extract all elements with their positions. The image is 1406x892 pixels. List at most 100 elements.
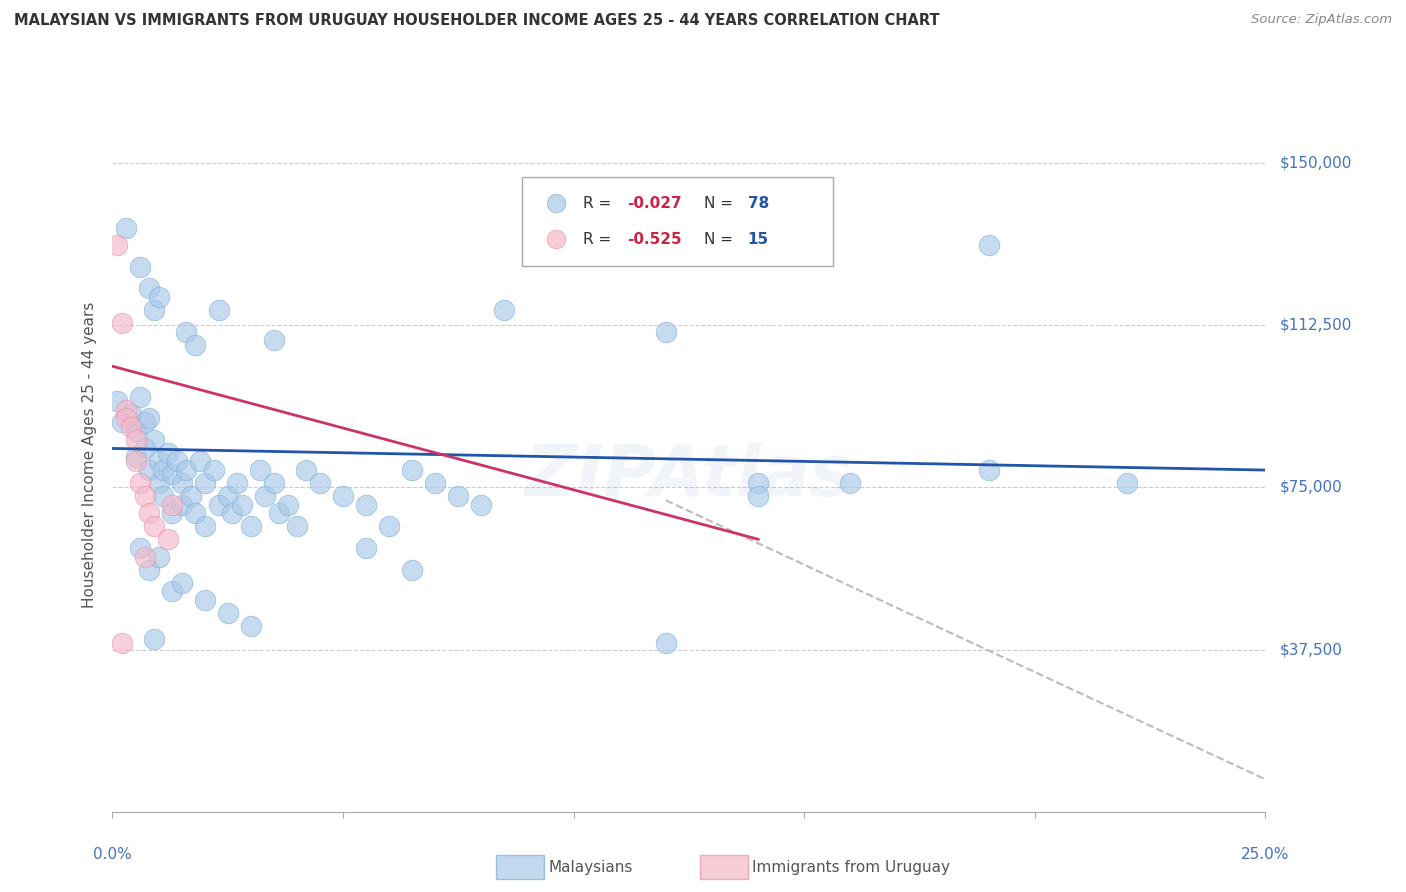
- Point: [309, 476, 332, 491]
- Point: [239, 619, 262, 633]
- Point: [217, 606, 239, 620]
- Point: [156, 533, 179, 547]
- Point: [188, 454, 211, 468]
- Point: [115, 411, 138, 425]
- Y-axis label: Householder Income Ages 25 - 44 years: Householder Income Ages 25 - 44 years: [82, 301, 97, 608]
- Point: [180, 489, 202, 503]
- Point: [124, 433, 146, 447]
- Point: [129, 541, 152, 555]
- Text: $150,000: $150,000: [1279, 155, 1351, 170]
- Point: [263, 334, 285, 348]
- Point: [129, 476, 152, 491]
- Point: [105, 238, 128, 252]
- Point: [354, 498, 377, 512]
- Point: [184, 506, 207, 520]
- Point: [120, 407, 142, 421]
- Point: [194, 476, 217, 491]
- Point: [148, 454, 170, 468]
- Point: [148, 290, 170, 304]
- Point: [285, 519, 308, 533]
- Point: [425, 476, 447, 491]
- FancyBboxPatch shape: [522, 177, 832, 266]
- Point: [184, 337, 207, 351]
- Point: [134, 489, 156, 503]
- Point: [332, 489, 354, 503]
- Point: [134, 442, 156, 456]
- Point: [747, 489, 769, 503]
- Point: [231, 498, 253, 512]
- Text: Immigrants from Uruguay: Immigrants from Uruguay: [752, 860, 950, 874]
- Text: Source: ZipAtlas.com: Source: ZipAtlas.com: [1251, 13, 1392, 27]
- Point: [162, 584, 184, 599]
- Point: [1116, 476, 1139, 491]
- Point: [226, 476, 249, 491]
- Point: [148, 549, 170, 564]
- Point: [166, 454, 188, 468]
- Text: R =: R =: [583, 232, 616, 247]
- Point: [111, 316, 134, 330]
- Point: [977, 238, 1000, 252]
- Point: [162, 506, 184, 520]
- Point: [174, 325, 197, 339]
- Text: ZIPAtlas: ZIPAtlas: [524, 442, 853, 511]
- Point: [202, 463, 225, 477]
- Point: [194, 519, 217, 533]
- Point: [138, 463, 160, 477]
- Point: [138, 281, 160, 295]
- Text: 78: 78: [748, 195, 769, 211]
- Point: [129, 390, 152, 404]
- Point: [977, 463, 1000, 477]
- Point: [162, 498, 184, 512]
- Point: [124, 450, 146, 464]
- Point: [143, 433, 166, 447]
- Point: [120, 419, 142, 434]
- Point: [111, 416, 134, 430]
- Point: [143, 519, 166, 533]
- Point: [170, 575, 193, 590]
- Point: [470, 498, 492, 512]
- Point: [170, 476, 193, 491]
- Text: 0.0%: 0.0%: [93, 847, 132, 863]
- Point: [162, 467, 184, 482]
- Point: [401, 562, 423, 576]
- Point: [105, 393, 128, 408]
- Point: [148, 476, 170, 491]
- Point: [207, 498, 229, 512]
- Point: [277, 498, 299, 512]
- Point: [447, 489, 470, 503]
- Point: [124, 424, 146, 438]
- Point: [295, 463, 318, 477]
- Point: [239, 519, 262, 533]
- Point: [129, 260, 152, 274]
- Text: N =: N =: [704, 195, 738, 211]
- Point: [138, 562, 160, 576]
- Text: -0.525: -0.525: [627, 232, 682, 247]
- Point: [655, 636, 678, 650]
- Point: [267, 506, 290, 520]
- Text: $75,000: $75,000: [1279, 480, 1343, 495]
- Text: $112,500: $112,500: [1279, 318, 1351, 333]
- Point: [401, 463, 423, 477]
- Point: [143, 632, 166, 646]
- Point: [134, 549, 156, 564]
- Point: [152, 463, 174, 477]
- Point: [152, 489, 174, 503]
- Point: [124, 454, 146, 468]
- Point: [194, 592, 217, 607]
- Point: [138, 411, 160, 425]
- Point: [115, 220, 138, 235]
- Text: $37,500: $37,500: [1279, 642, 1343, 657]
- Point: [839, 476, 862, 491]
- Point: [217, 489, 239, 503]
- Point: [378, 519, 401, 533]
- Text: -0.027: -0.027: [627, 195, 682, 211]
- Point: [249, 463, 271, 477]
- Point: [747, 476, 769, 491]
- Text: MALAYSIAN VS IMMIGRANTS FROM URUGUAY HOUSEHOLDER INCOME AGES 25 - 44 YEARS CORRE: MALAYSIAN VS IMMIGRANTS FROM URUGUAY HOU…: [14, 13, 939, 29]
- Point: [354, 541, 377, 555]
- Text: R =: R =: [583, 195, 616, 211]
- Point: [207, 303, 229, 318]
- Point: [111, 636, 134, 650]
- Point: [253, 489, 276, 503]
- Text: N =: N =: [704, 232, 738, 247]
